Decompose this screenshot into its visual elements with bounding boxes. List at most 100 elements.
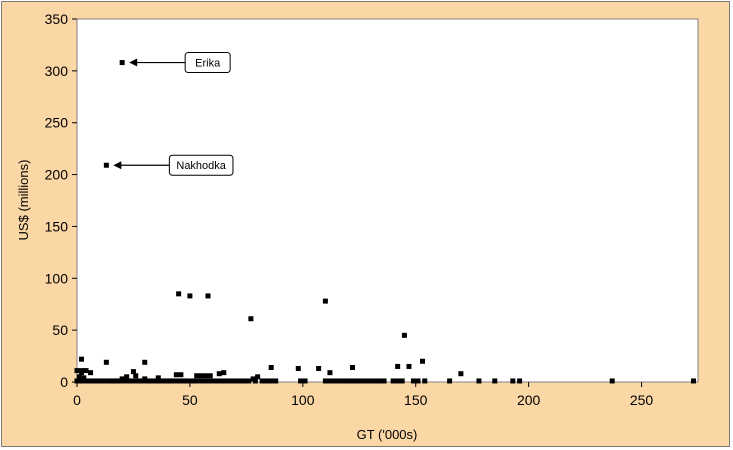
data-point	[510, 378, 516, 384]
data-point	[340, 378, 346, 384]
data-point	[298, 378, 304, 384]
y-tick-label: 350	[45, 11, 69, 27]
data-point	[331, 378, 337, 384]
data-point	[327, 370, 333, 376]
data-point	[79, 370, 85, 376]
callout-box	[168, 154, 234, 176]
data-point	[268, 378, 274, 384]
data-point	[327, 378, 333, 384]
data-point	[221, 370, 227, 376]
data-point	[248, 316, 254, 322]
x-tick-label: 100	[291, 392, 315, 408]
x-tick-label: 150	[404, 392, 428, 408]
data-point	[241, 378, 247, 384]
data-point	[517, 378, 523, 384]
data-point	[255, 374, 261, 380]
plot-area	[76, 18, 699, 383]
data-point	[476, 378, 482, 384]
data-point	[191, 378, 197, 384]
data-point	[316, 366, 322, 372]
data-point	[74, 368, 80, 374]
data-point	[458, 371, 464, 377]
annotations: Erika Nakhodka	[113, 52, 234, 176]
data-point	[322, 298, 328, 304]
data-point	[252, 378, 258, 384]
data-point	[273, 378, 279, 384]
callout-label: Erika	[195, 58, 221, 70]
data-point	[119, 60, 125, 66]
data-point	[178, 372, 184, 378]
data-point	[216, 371, 222, 377]
data-point	[395, 363, 401, 369]
arrowhead-icon	[129, 58, 138, 67]
data-point	[395, 378, 401, 384]
data-point	[390, 378, 396, 384]
y-tick-label: 300	[45, 63, 69, 79]
data-point	[128, 378, 134, 384]
data-point	[401, 332, 407, 338]
x-axis-title: GT ('000s)	[357, 427, 418, 442]
data-point	[171, 378, 177, 384]
data-point	[200, 378, 206, 384]
callout-label: Nakhodka	[176, 160, 226, 172]
y-tick-label: 50	[52, 322, 68, 338]
data-point	[76, 374, 82, 380]
y-tick-label: 100	[45, 270, 69, 286]
data-point	[207, 373, 213, 379]
data-point	[268, 364, 274, 370]
data-point	[205, 378, 211, 384]
data-point	[492, 378, 498, 384]
data-point	[176, 378, 182, 384]
data-point	[185, 378, 191, 384]
data-point	[155, 375, 161, 381]
data-point	[406, 363, 412, 369]
data-point	[198, 373, 204, 379]
data-point	[194, 373, 200, 379]
data-point	[359, 378, 365, 384]
data-point	[349, 364, 355, 370]
x-tick-label: 50	[182, 392, 198, 408]
data-point	[209, 378, 215, 384]
data-point	[130, 369, 136, 375]
data-point	[173, 372, 179, 378]
data-point	[246, 378, 252, 384]
data-point	[176, 291, 182, 297]
data-point	[322, 378, 328, 384]
y-tick-label: 150	[45, 218, 69, 234]
data-point	[422, 378, 428, 384]
data-point	[205, 293, 211, 299]
data-point	[381, 378, 387, 384]
y-axis-title: US$ (millions)	[16, 160, 31, 241]
data-point	[415, 378, 421, 384]
data-point	[237, 378, 243, 384]
data-point	[83, 368, 89, 374]
data-point	[336, 378, 342, 384]
y-tick-label: 200	[45, 167, 69, 183]
data-point	[203, 373, 209, 379]
data-point	[264, 378, 270, 384]
data-point	[690, 378, 696, 384]
data-point	[377, 378, 383, 384]
data-point	[117, 378, 123, 384]
x-tick-label: 0	[73, 392, 81, 408]
data-point	[214, 378, 220, 384]
data-point	[349, 378, 355, 384]
data-point	[187, 293, 193, 299]
data-point	[345, 378, 351, 384]
data-point	[142, 359, 148, 365]
data-point	[81, 375, 87, 381]
data-point	[259, 378, 265, 384]
data-point	[410, 378, 416, 384]
arrowhead-icon	[113, 161, 122, 170]
data-point	[133, 373, 139, 379]
data-point	[219, 378, 225, 384]
y-tick-label: 0	[60, 374, 68, 390]
data-point	[101, 378, 107, 384]
data-point	[121, 378, 127, 384]
data-point	[354, 378, 360, 384]
x-axis: 0 50 100 150 200 250	[73, 382, 653, 408]
callout-box	[184, 52, 231, 74]
data-point	[295, 366, 301, 372]
